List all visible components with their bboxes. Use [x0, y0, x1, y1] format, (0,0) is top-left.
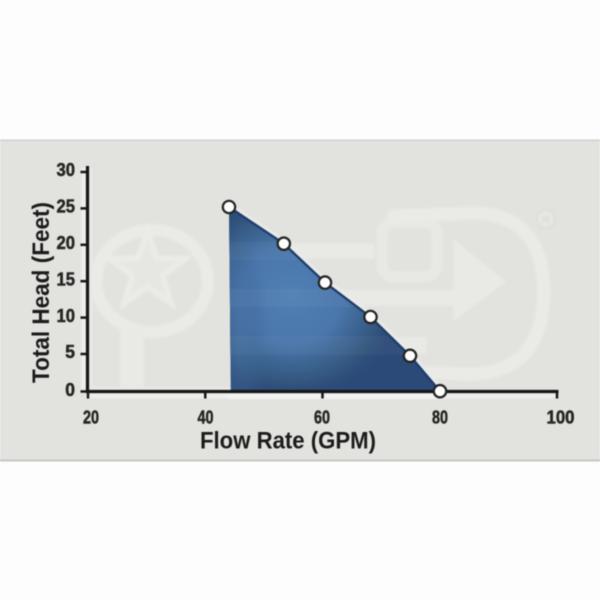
svg-text:30: 30: [57, 160, 76, 180]
svg-text:Total Head (Feet): Total Head (Feet): [28, 202, 55, 383]
svg-text:25: 25: [57, 197, 76, 217]
svg-text:100: 100: [547, 408, 575, 428]
svg-text:15: 15: [57, 269, 76, 289]
svg-text:40: 40: [198, 408, 214, 428]
svg-text:20: 20: [83, 408, 99, 428]
svg-text:80: 80: [432, 408, 448, 428]
svg-text:10: 10: [57, 306, 76, 326]
svg-text:20: 20: [57, 233, 76, 253]
svg-text:Flow Rate (GPM): Flow Rate (GPM): [200, 428, 376, 455]
svg-text:5: 5: [65, 342, 75, 362]
svg-text:60: 60: [314, 408, 330, 428]
svg-text:R: R: [542, 213, 551, 227]
svg-text:0: 0: [65, 380, 75, 400]
